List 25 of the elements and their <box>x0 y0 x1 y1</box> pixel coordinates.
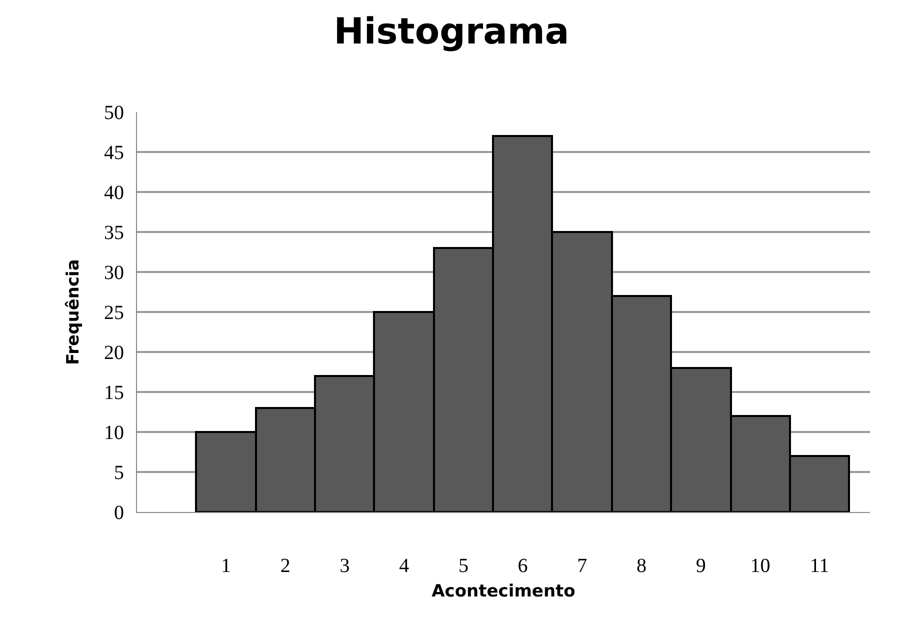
x-tick-label: 5 <box>458 555 468 577</box>
x-tick-label: 2 <box>280 555 290 577</box>
y-tick-label: 40 <box>104 182 124 204</box>
x-tick-label: 1 <box>221 555 232 577</box>
x-tick-label: 3 <box>340 555 350 577</box>
y-tick-label: 30 <box>104 262 124 284</box>
y-tick-label: 10 <box>104 422 124 444</box>
y-tick-label: 45 <box>104 142 124 164</box>
y-tick-label: 35 <box>104 222 124 244</box>
x-tick-label: 11 <box>810 555 830 577</box>
y-tick-label: 50 <box>104 102 124 124</box>
x-tick-label: 4 <box>399 555 410 577</box>
y-tick-label: 25 <box>104 302 124 324</box>
x-tick-label: 7 <box>577 555 588 577</box>
x-tick-label: 8 <box>636 555 646 577</box>
x-tick-label: 10 <box>750 555 770 577</box>
x-tick-label: 6 <box>518 555 528 577</box>
chart-title: Histograma <box>334 12 570 53</box>
x-axis-title: Acontecimento <box>432 581 576 602</box>
y-axis-title: Frequência <box>64 259 84 365</box>
y-tick-label: 15 <box>104 382 124 404</box>
y-tick-label: 20 <box>104 342 124 364</box>
x-tick-label: 9 <box>696 555 706 577</box>
y-tick-label: 0 <box>114 502 124 524</box>
y-tick-label: 5 <box>114 462 124 484</box>
